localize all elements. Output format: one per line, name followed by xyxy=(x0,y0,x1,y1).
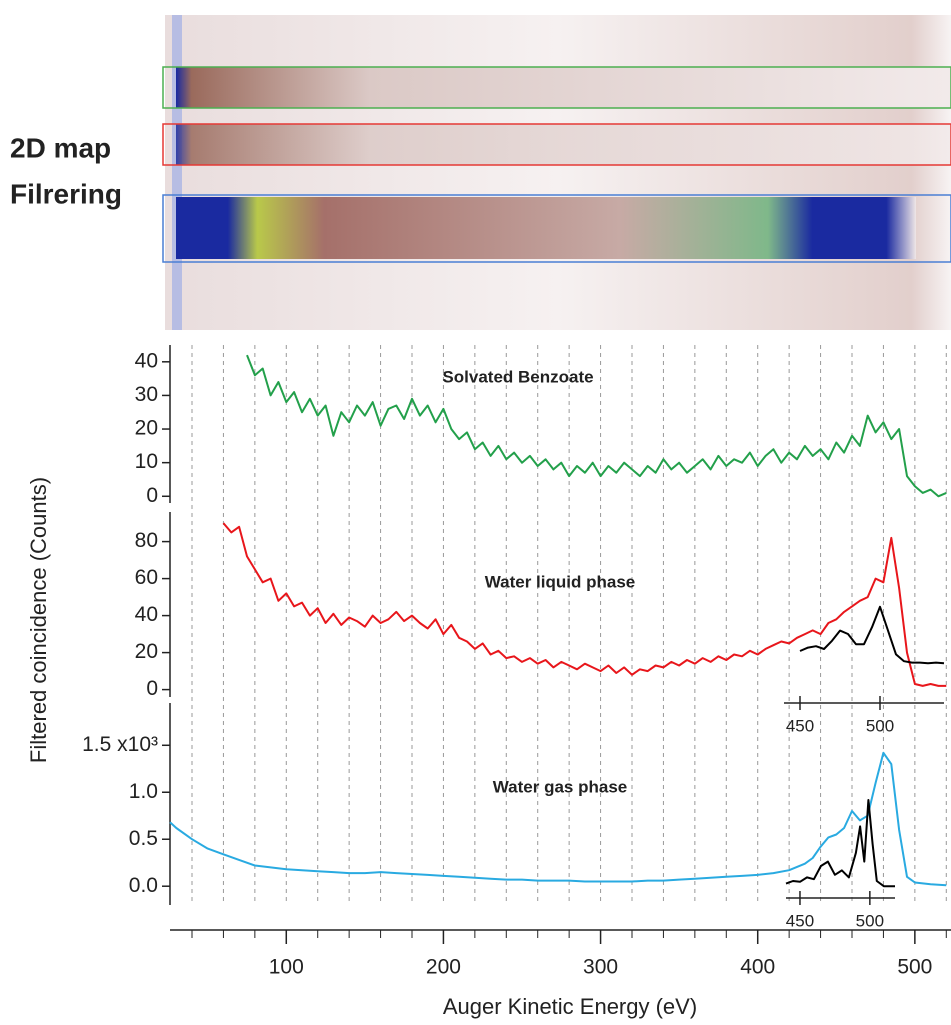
y-tick-label: 40 xyxy=(135,603,158,626)
panel-title: Water liquid phase xyxy=(485,572,636,591)
series-line xyxy=(222,522,947,687)
map-label: Filrering xyxy=(10,178,122,209)
map-region xyxy=(176,124,951,165)
x-axis-label: Auger Kinetic Energy (eV) xyxy=(443,994,697,1019)
inset-tick-label: 450 xyxy=(786,911,814,930)
map-edge xyxy=(172,15,182,330)
y-tick-label: 60 xyxy=(135,566,158,589)
map-region xyxy=(176,197,916,259)
y-tick-label: 20 xyxy=(135,417,158,440)
x-tick-label: 300 xyxy=(583,956,618,979)
y-tick-label: 10 xyxy=(135,450,158,473)
map-region xyxy=(176,67,951,108)
series-line xyxy=(799,605,945,665)
inset-tick-label: 500 xyxy=(866,716,894,735)
filter-box xyxy=(162,194,951,263)
y-tick-label: 1.5 x10³ xyxy=(82,733,158,756)
series-line xyxy=(246,354,947,498)
2d-map: 2D map Filrering xyxy=(10,15,951,330)
panel-title: Water gas phase xyxy=(493,777,627,796)
y-tick-label: 0 xyxy=(146,677,158,700)
y-tick-label: 0.5 xyxy=(129,827,158,850)
inset-tick-label: 500 xyxy=(856,911,884,930)
series-line xyxy=(169,751,947,887)
x-tick-label: 400 xyxy=(740,956,775,979)
map-image xyxy=(165,15,951,330)
x-tick-label: 200 xyxy=(426,956,461,979)
filter-box xyxy=(162,123,951,166)
x-tick-label: 100 xyxy=(269,956,304,979)
y-tick-label: 0.0 xyxy=(129,874,158,897)
y-tick-label: 0 xyxy=(146,484,158,507)
y-axis-label: Filtered coincidence (Counts) xyxy=(26,477,51,763)
inset-tick-label: 450 xyxy=(786,716,814,735)
series-line xyxy=(785,799,895,888)
map-label: 2D map xyxy=(10,132,111,163)
y-tick-label: 40 xyxy=(135,349,158,372)
y-tick-label: 20 xyxy=(135,640,158,663)
y-tick-label: 30 xyxy=(135,383,158,406)
filter-box xyxy=(162,66,951,109)
y-tick-label: 80 xyxy=(135,529,158,552)
panel-title: Solvated Benzoate xyxy=(442,367,593,386)
x-tick-label: 500 xyxy=(897,956,932,979)
y-tick-label: 1.0 xyxy=(129,780,158,803)
